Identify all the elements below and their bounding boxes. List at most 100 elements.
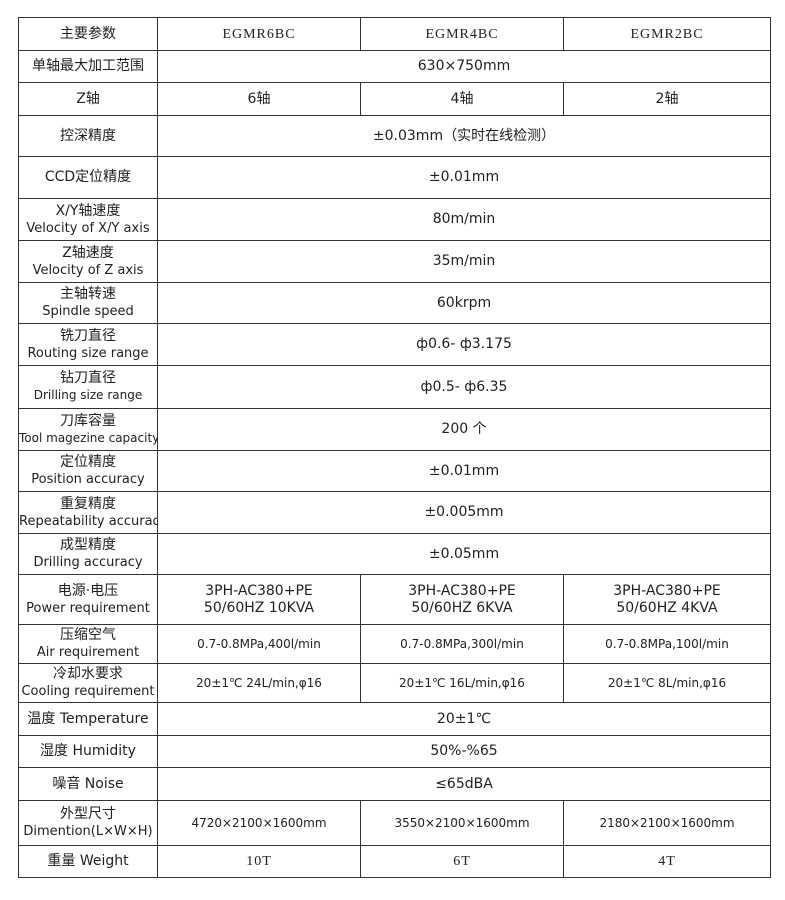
cell-text: EGMR2BC — [630, 26, 704, 42]
cell-text: 冷却水要求 — [53, 666, 123, 682]
cell-text: 重复精度 — [60, 495, 116, 512]
cell-text: Cooling requirement — [21, 684, 155, 699]
row-label: 电源·电压 Power requirement — [18, 574, 158, 625]
row-label: 冷却水要求 Cooling requirement — [18, 663, 158, 703]
cell-text: 噪音 Noise — [52, 775, 124, 792]
cell-text: Drilling size range — [33, 388, 143, 402]
row-value: 20±1℃ — [157, 702, 771, 736]
cell-text: 外型尺寸 — [60, 806, 116, 822]
cell-text: 刀库容量 — [60, 412, 116, 429]
cell-text: 重量 Weight — [47, 853, 129, 869]
cell-text: Routing size range — [27, 345, 149, 361]
cell-text: 3PH-AC380+PE — [613, 582, 721, 599]
cell-text: ±0.01mm — [428, 462, 500, 479]
cell-text: Z轴 — [76, 90, 100, 107]
cell-text: 定位精度 — [60, 454, 116, 470]
row-label: 铣刀直径 Routing size range — [18, 323, 158, 366]
row-value: 4轴 — [360, 82, 564, 116]
cell-text: ±0.03mm（实时在线检测） — [372, 127, 556, 144]
cell-text: 钻刀直径 — [60, 370, 116, 386]
row-value: 3550×2100×1600mm — [360, 800, 564, 846]
cell-text: ф0.6- ф3.175 — [416, 336, 512, 352]
cell-text: 主要参数 — [60, 25, 116, 42]
row-label: Z轴速度 Velocity of Z axis — [18, 240, 158, 283]
cell-text: 2180×2100×1600mm — [599, 815, 735, 830]
cell-text: 50/60HZ 4KVA — [616, 599, 718, 616]
cell-text: Drilling accuracy — [33, 555, 143, 570]
cell-text: Velocity of Z axis — [32, 262, 144, 278]
cell-text: 50/60HZ 10KVA — [203, 599, 315, 616]
row-label: 控深精度 — [18, 115, 158, 157]
model-name: EGMR6BC — [157, 17, 361, 51]
table-row: 噪音 Noise ≤65dBA — [18, 767, 771, 801]
row-label: 湿度 Humidity — [18, 735, 158, 768]
cell-text: 4轴 — [450, 90, 474, 107]
cell-text: ±0.05mm — [428, 545, 500, 562]
row-value: ±0.005mm — [157, 491, 771, 534]
row-label: 重复精度 Repeatability accuracy — [18, 491, 158, 534]
cell-text: 0.7-0.8MPa,400l/min — [197, 636, 321, 651]
row-label: CCD定位精度 — [18, 156, 158, 199]
table-row: 成型精度 Drilling accuracy ±0.05mm — [18, 533, 771, 575]
row-value: 10T — [157, 845, 361, 878]
cell-text: 630×750mm — [417, 58, 511, 74]
cell-text: 3PH-AC380+PE — [408, 582, 516, 599]
cell-text: 6T — [453, 854, 471, 869]
row-value: ≤65dBA — [157, 767, 771, 801]
row-label: 定位精度 Position accuracy — [18, 450, 158, 492]
cell-text: ±0.005mm — [424, 504, 504, 520]
table-row: 冷却水要求 Cooling requirement 20±1℃ 24L/min,φ1… — [18, 663, 771, 703]
row-value: ±0.03mm（实时在线检测） — [157, 115, 771, 157]
row-label: 重量 Weight — [18, 845, 158, 878]
cell-text: 温度 Temperature — [27, 710, 149, 727]
row-value: 0.7-0.8MPa,300l/min — [360, 624, 564, 664]
cell-text: Tool magezine capacity — [19, 430, 158, 445]
table-row: 单轴最大加工范围 630×750mm — [18, 50, 771, 83]
cell-text: ±0.01mm — [428, 169, 500, 185]
row-value: 20±1℃ 16L/min,φ16 — [360, 663, 564, 703]
row-value: 0.7-0.8MPa,100l/min — [563, 624, 771, 664]
cell-text: ф0.5- ф6.35 — [420, 378, 508, 395]
cell-text: 35m/min — [432, 253, 496, 269]
table-row: 重复精度 Repeatability accuracy ±0.005mm — [18, 491, 771, 534]
row-label: X/Y轴速度 Velocity of X/Y axis — [18, 198, 158, 241]
row-value: 200 个 — [157, 408, 771, 451]
cell-text: 压缩空气 — [60, 627, 116, 643]
row-value: 3PH-AC380+PE 50/60HZ 6KVA — [360, 574, 564, 625]
row-label: 钻刀直径 Drilling size range — [18, 365, 158, 409]
table-row: 钻刀直径 Drilling size range ф0.5- ф6.35 — [18, 365, 771, 409]
cell-text: Air requirement — [36, 645, 140, 660]
cell-text: 2轴 — [655, 90, 679, 107]
cell-text: Position accuracy — [31, 472, 145, 487]
cell-text: 80m/min — [432, 211, 496, 227]
row-value: 80m/min — [157, 198, 771, 241]
header-label: 主要参数 — [18, 17, 158, 51]
row-value: 4T — [563, 845, 771, 878]
row-value: 2轴 — [563, 82, 771, 116]
table-row: 压缩空气 Air requirement 0.7-0.8MPa,400l/min 0.… — [18, 624, 771, 664]
cell-text: 0.7-0.8MPa,300l/min — [400, 636, 524, 651]
table-row: Z轴速度 Velocity of Z axis 35m/min — [18, 240, 771, 283]
model-name: EGMR2BC — [563, 17, 771, 51]
cell-text: EGMR6BC — [222, 26, 296, 42]
row-value: 35m/min — [157, 240, 771, 283]
cell-text: 60krpm — [436, 294, 492, 311]
cell-text: 20±1℃ 24L/min,φ16 — [196, 675, 322, 690]
cell-text: 成型精度 — [60, 537, 116, 553]
cell-text: 4T — [658, 854, 676, 869]
spec-table: 主要参数 EGMR6BC EGMR4BC EGMR2BC 单轴最大加工范围 630×750… — [18, 17, 771, 878]
cell-text: 6轴 — [247, 90, 271, 107]
cell-text: Velocity of X/Y axis — [26, 220, 150, 236]
row-label: 成型精度 Drilling accuracy — [18, 533, 158, 575]
cell-text: 电源·电压 — [57, 582, 119, 599]
cell-text: 10T — [246, 854, 272, 869]
row-value: ф0.6- ф3.175 — [157, 323, 771, 366]
row-value: 630×750mm — [157, 50, 771, 83]
row-value: ф0.5- ф6.35 — [157, 365, 771, 409]
cell-text: 3PH-AC380+PE — [205, 582, 313, 599]
table-row: 铣刀直径 Routing size range ф0.6- ф3.175 — [18, 323, 771, 366]
cell-text: 50/60HZ 6KVA — [411, 599, 513, 616]
row-value: ±0.01mm — [157, 156, 771, 199]
cell-text: Repeatability accuracy — [19, 513, 158, 529]
cell-text: EGMR4BC — [425, 26, 499, 42]
